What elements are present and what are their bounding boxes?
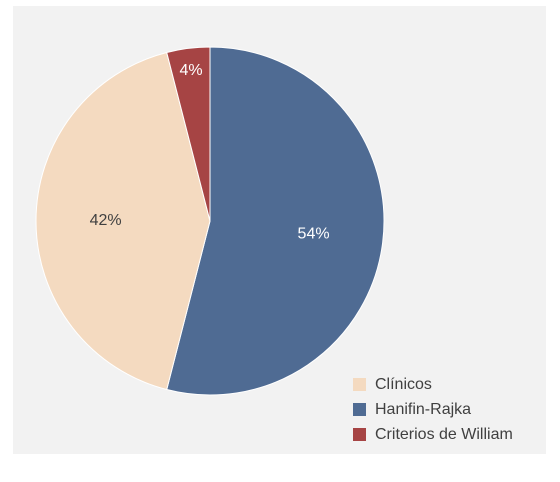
legend-swatch-criterios-de-william [353, 428, 366, 441]
legend: Clínicos Hanifin-Rajka Criterios de Will… [353, 372, 513, 447]
pie-chart: 54% 42% 4% [35, 46, 385, 396]
pie-slice-hanifin-rajka [166, 46, 385, 396]
legend-label-criterios-de-william: Criterios de William [375, 425, 513, 443]
pie-slice-criterios-de-william [166, 46, 211, 222]
legend-label-clinicos: Clínicos [375, 375, 432, 393]
data-label-criterios-de-william: 4% [179, 62, 202, 79]
legend-item-clinicos: Clínicos [353, 372, 513, 397]
legend-item-hanifin-rajka: Hanifin-Rajka [353, 397, 513, 422]
legend-swatch-hanifin-rajka [353, 403, 366, 416]
legend-label-hanifin-rajka: Hanifin-Rajka [375, 400, 472, 418]
chart-panel: 54% 42% 4% Clínicos Hanifin-Rajka Criterio… [13, 6, 546, 454]
data-label-hanifin-rajka: 54% [298, 225, 330, 242]
legend-item-criterios-de-william: Criterios de William [353, 422, 513, 447]
pie-slice-clinicos [35, 51, 211, 391]
legend-swatch-clinicos [353, 378, 366, 391]
data-label-clinicos: 42% [90, 212, 122, 229]
